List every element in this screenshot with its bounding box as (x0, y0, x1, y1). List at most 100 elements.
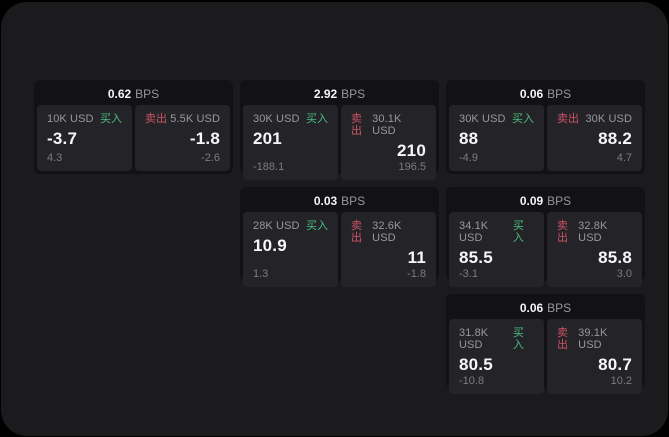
buy-pane-top: 34.1K USD 买入 (459, 220, 534, 244)
buy-side-label: 买入 (306, 220, 328, 232)
sell-price: 11 (407, 248, 426, 267)
bps-value: 0.06 (519, 87, 544, 101)
bps-unit-label: BPS (547, 301, 572, 315)
sell-side-label: 卖出 (351, 220, 362, 244)
card-header: 0.09 BPS (449, 190, 642, 212)
buy-pane[interactable]: 28K USD 买入 10.9 1.3 (243, 212, 338, 287)
sell-amount: 32.8K USD (578, 220, 608, 244)
sell-amount: 30.1K USD (372, 113, 402, 137)
quote-card[interactable]: 0.62 BPS 10K USD 买入 -3.7 4.3 卖出 5.5K USD… (34, 80, 233, 174)
buy-pane-top: 30K USD 买入 (459, 113, 534, 125)
sell-amount: 5.5K USD (170, 113, 220, 125)
bps-value: 0.09 (519, 194, 544, 208)
buy-side-label: 买入 (512, 220, 524, 244)
sell-amount: 30K USD (585, 113, 632, 125)
sell-pane[interactable]: 卖出 30.1K USD 210 196.5 (341, 105, 436, 180)
quote-card[interactable]: 2.92 BPS 30K USD 买入 201 -188.1 卖出 30.1K … (240, 80, 439, 180)
quote-card[interactable]: 0.03 BPS 28K USD 买入 10.9 1.3 卖出 32.6K US… (240, 187, 439, 287)
buy-amount: 28K USD (253, 220, 300, 232)
bps-unit-label: BPS (547, 194, 572, 208)
sell-price: 80.7 (598, 355, 632, 374)
card-header: 0.62 BPS (37, 83, 230, 105)
card-header: 0.03 BPS (243, 190, 436, 212)
sell-amount: 39.1K USD (578, 327, 608, 351)
buy-delta: -188.1 (253, 161, 285, 173)
bps-unit-label: BPS (135, 87, 160, 101)
card-panes: 30K USD 买入 201 -188.1 卖出 30.1K USD 210 1… (243, 105, 436, 180)
buy-price: 88 (459, 129, 479, 148)
sell-delta: -2.6 (201, 152, 220, 164)
buy-amount: 30K USD (253, 113, 300, 125)
sell-delta: 196.5 (398, 161, 426, 173)
buy-amount: 30K USD (459, 113, 506, 125)
buy-pane-top: 31.8K USD 买入 (459, 327, 534, 351)
sell-side-label: 卖出 (351, 113, 362, 137)
sell-pane[interactable]: 卖出 5.5K USD -1.8 -2.6 (135, 105, 230, 171)
buy-side-label: 买入 (306, 113, 328, 125)
sell-pane-top: 卖出 39.1K USD (557, 327, 632, 351)
bps-value: 0.03 (313, 194, 338, 208)
sell-pane[interactable]: 卖出 39.1K USD 80.7 10.2 (547, 319, 642, 394)
sell-price: 85.8 (598, 248, 632, 267)
card-panes: 34.1K USD 买入 85.5 -3.1 卖出 32.8K USD 85.8… (449, 212, 642, 287)
sell-price: -1.8 (189, 129, 220, 148)
buy-price: 10.9 (253, 236, 287, 255)
buy-delta: 4.3 (47, 152, 63, 164)
bps-value: 0.62 (107, 87, 132, 101)
buy-delta: 1.3 (253, 268, 269, 280)
buy-pane[interactable]: 34.1K USD 买入 85.5 -3.1 (449, 212, 544, 287)
sell-pane-top: 卖出 5.5K USD (145, 113, 220, 125)
card-header: 2.92 BPS (243, 83, 436, 105)
sell-delta: 3.0 (616, 268, 632, 280)
sell-pane-top: 卖出 30.1K USD (351, 113, 426, 137)
buy-amount: 10K USD (47, 113, 94, 125)
card-header: 0.06 BPS (449, 297, 642, 319)
sell-pane[interactable]: 卖出 30K USD 88.2 4.7 (547, 105, 642, 171)
bps-value: 0.06 (519, 301, 544, 315)
quote-card[interactable]: 0.09 BPS 34.1K USD 买入 85.5 -3.1 卖出 32.8K… (446, 187, 645, 287)
buy-price: 85.5 (459, 248, 493, 267)
buy-side-label: 买入 (512, 113, 534, 125)
sell-side-label: 卖出 (557, 327, 568, 351)
buy-delta: -4.9 (459, 152, 478, 164)
bps-unit-label: BPS (341, 87, 366, 101)
buy-delta: -10.8 (459, 375, 485, 387)
buy-pane[interactable]: 31.8K USD 买入 80.5 -10.8 (449, 319, 544, 394)
buy-price: -3.7 (47, 129, 78, 148)
card-panes: 31.8K USD 买入 80.5 -10.8 卖出 39.1K USD 80.… (449, 319, 642, 394)
buy-side-label: 买入 (100, 113, 122, 125)
buy-pane[interactable]: 30K USD 买入 88 -4.9 (449, 105, 544, 171)
sell-pane[interactable]: 卖出 32.6K USD 11 -1.8 (341, 212, 436, 287)
buy-pane-top: 28K USD 买入 (253, 220, 328, 232)
quote-grid: 0.62 BPS 10K USD 买入 -3.7 4.3 卖出 5.5K USD… (34, 80, 645, 394)
buy-pane-top: 10K USD 买入 (47, 113, 122, 125)
card-panes: 10K USD 买入 -3.7 4.3 卖出 5.5K USD -1.8 -2.… (37, 105, 230, 171)
sell-price: 88.2 (598, 129, 632, 148)
buy-amount: 34.1K USD (459, 220, 489, 244)
quote-card[interactable]: 0.06 BPS 31.8K USD 买入 80.5 -10.8 卖出 39.1… (446, 294, 645, 394)
sell-delta: -1.8 (407, 268, 426, 280)
bps-unit-label: BPS (341, 194, 366, 208)
sell-side-label: 卖出 (557, 220, 568, 244)
card-panes: 28K USD 买入 10.9 1.3 卖出 32.6K USD 11 -1.8 (243, 212, 436, 287)
sell-price: 210 (397, 141, 426, 160)
bps-value: 2.92 (313, 87, 338, 101)
buy-pane[interactable]: 10K USD 买入 -3.7 4.3 (37, 105, 132, 171)
buy-pane-top: 30K USD 买入 (253, 113, 328, 125)
sell-side-label: 卖出 (145, 113, 167, 125)
sell-amount: 32.6K USD (372, 220, 402, 244)
quote-card[interactable]: 0.06 BPS 30K USD 买入 88 -4.9 卖出 30K USD 8… (446, 80, 645, 174)
buy-price: 80.5 (459, 355, 493, 374)
sell-pane-top: 卖出 30K USD (557, 113, 632, 125)
buy-side-label: 买入 (512, 327, 524, 351)
bps-unit-label: BPS (547, 87, 572, 101)
sell-delta: 10.2 (610, 375, 632, 387)
sell-pane[interactable]: 卖出 32.8K USD 85.8 3.0 (547, 212, 642, 287)
sell-pane-top: 卖出 32.6K USD (351, 220, 426, 244)
buy-pane[interactable]: 30K USD 买入 201 -188.1 (243, 105, 338, 180)
buy-delta: -3.1 (459, 268, 478, 280)
card-header: 0.06 BPS (449, 83, 642, 105)
sell-side-label: 卖出 (557, 113, 579, 125)
sell-delta: 4.7 (616, 152, 632, 164)
